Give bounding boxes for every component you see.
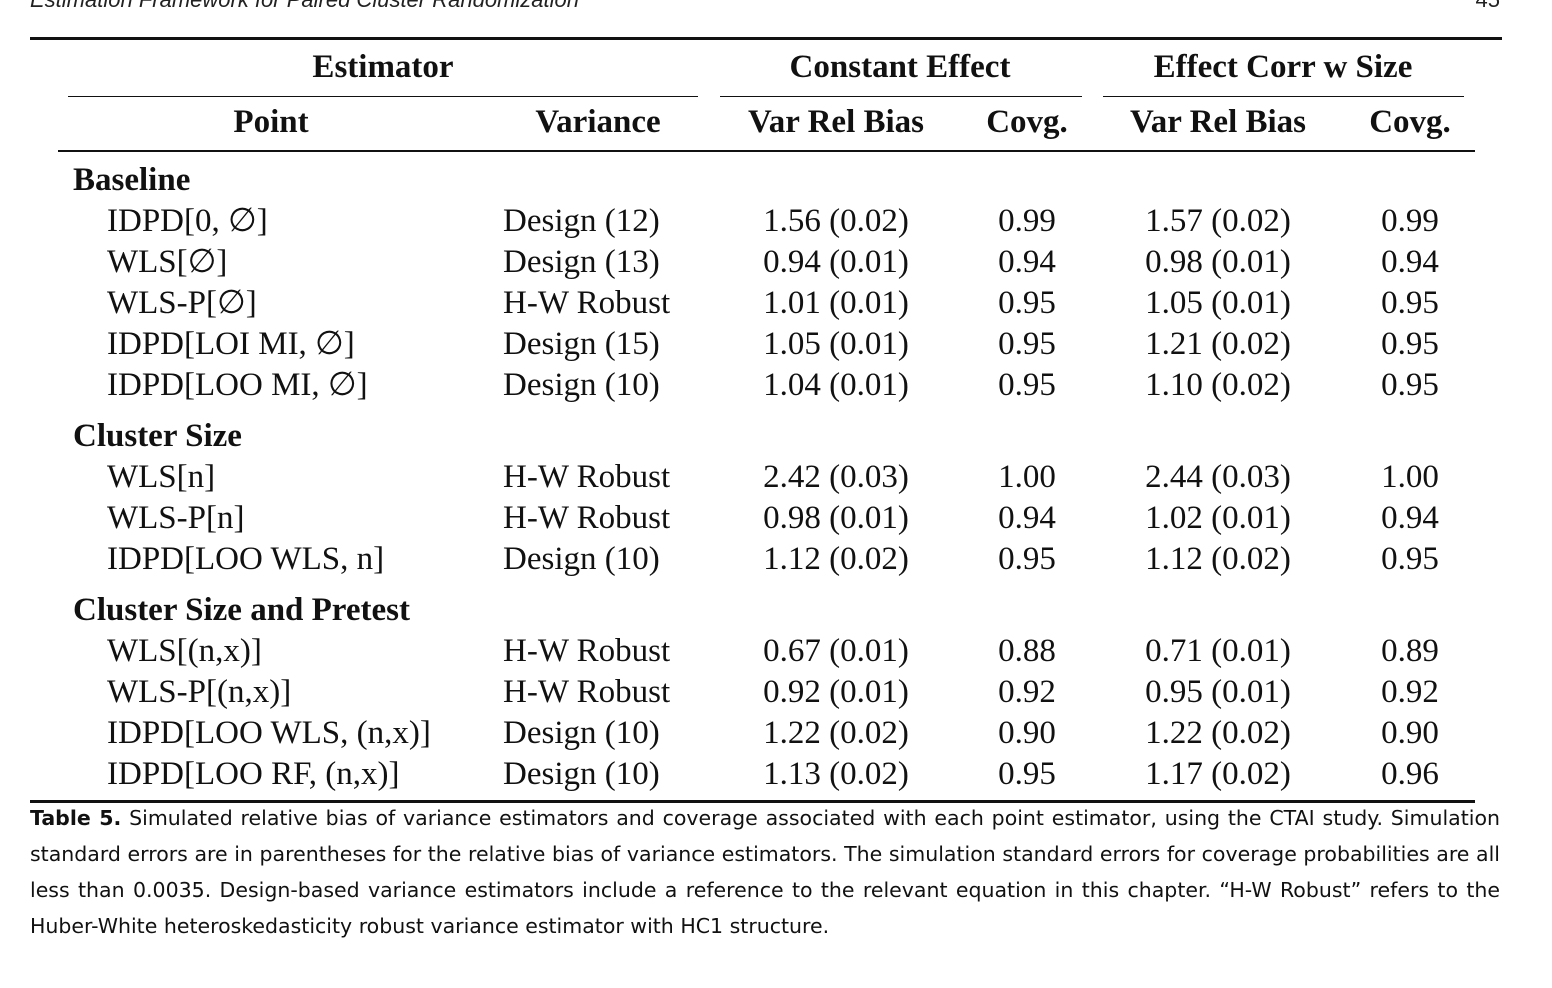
table-cell: Design (10): [503, 367, 660, 403]
table-cell: Design (10): [503, 715, 660, 751]
table-cell: H-W Robust: [503, 674, 671, 710]
table-cell: 0.95: [998, 285, 1056, 321]
table-cell: 0.95 (0.01): [1145, 674, 1291, 710]
table-cell: WLS-P[n]: [107, 500, 245, 536]
cmidrule: [1103, 96, 1464, 97]
table-cell: IDPD[0, ∅]: [107, 203, 268, 239]
column-header: Point: [233, 104, 309, 140]
table-cell: 1.17 (0.02): [1145, 756, 1291, 792]
table-cell: 0.92: [998, 674, 1056, 710]
table-cell: 0.95: [998, 756, 1056, 792]
table-cell: WLS[n]: [107, 459, 216, 495]
table-cell: Design (10): [503, 756, 660, 792]
table-cell: 0.95: [1381, 285, 1439, 321]
column-header: Variance: [535, 104, 661, 140]
table-cell: 0.95: [998, 326, 1056, 362]
table-cell: 0.90: [1381, 715, 1439, 751]
table-cell: 1.00: [998, 459, 1056, 495]
bottom-rule: [30, 800, 1475, 803]
table-cell: 1.05 (0.01): [763, 326, 909, 362]
table-cell: 0.94: [1381, 244, 1439, 280]
table-cell: 0.95: [1381, 326, 1439, 362]
table-cell: Design (12): [503, 203, 660, 239]
column-header: Covg.: [986, 104, 1068, 140]
table-cell: 2.44 (0.03): [1145, 459, 1291, 495]
table-cell: 0.95: [1381, 367, 1439, 403]
cmidrule: [68, 96, 698, 97]
table-cell: 1.57 (0.02): [1145, 203, 1291, 239]
mid-rule: [58, 150, 1475, 152]
table-cell: 1.21 (0.02): [1145, 326, 1291, 362]
table-cell: 0.92 (0.01): [763, 674, 909, 710]
table-cell: WLS[(n,x)]: [107, 633, 262, 669]
table-cell: 1.12 (0.02): [763, 541, 909, 577]
caption-label: Table 5.: [30, 806, 122, 830]
table-cell: 1.04 (0.01): [763, 367, 909, 403]
table-cell: 0.95: [998, 367, 1056, 403]
table-cell: 0.99: [1381, 203, 1439, 239]
section-label: Baseline: [73, 162, 191, 198]
group-header: Estimator: [312, 49, 454, 85]
table-cell: 0.92: [1381, 674, 1439, 710]
table-cell: IDPD[LOO WLS, (n,x)]: [107, 715, 431, 751]
group-header: Constant Effect: [789, 49, 1011, 85]
column-header: Var Rel Bias: [1129, 104, 1307, 140]
table-cell: 1.02 (0.01): [1145, 500, 1291, 536]
caption: Table 5. Simulated relative bias of vari…: [30, 800, 1500, 944]
table-cell: H-W Robust: [503, 459, 671, 495]
table-cell: 0.95: [998, 541, 1056, 577]
column-header: Covg.: [1369, 104, 1451, 140]
table-cell: 1.22 (0.02): [763, 715, 909, 751]
table-cell: 0.94: [998, 500, 1056, 536]
table-cell: 0.95: [1381, 541, 1439, 577]
table-cell: 0.90: [998, 715, 1056, 751]
cmidrule: [720, 96, 1082, 97]
table-cell: 1.01 (0.01): [763, 285, 909, 321]
table-cell: 2.42 (0.03): [763, 459, 909, 495]
table-cell: 1.13 (0.02): [763, 756, 909, 792]
table-cell: 1.10 (0.02): [1145, 367, 1291, 403]
group-header: Effect Corr w Size: [1153, 49, 1413, 85]
table-cell: Design (10): [503, 541, 660, 577]
table-cell: 0.98 (0.01): [1145, 244, 1291, 280]
table-cell: WLS-P[∅]: [107, 285, 257, 321]
table-cell: 0.94: [1381, 500, 1439, 536]
column-header: Var Rel Bias: [747, 104, 925, 140]
table-cell: 0.71 (0.01): [1145, 633, 1291, 669]
table-cell: 0.67 (0.01): [763, 633, 909, 669]
table-cell: H-W Robust: [503, 633, 671, 669]
table-cell: 0.94: [998, 244, 1056, 280]
table-cell: 0.98 (0.01): [763, 500, 909, 536]
table-cell: IDPD[LOO RF, (n,x)]: [107, 756, 400, 792]
table-cell: 1.22 (0.02): [1145, 715, 1291, 751]
table-cell: Design (13): [503, 244, 660, 280]
table-cell: Design (15): [503, 326, 660, 362]
section-label: Cluster Size and Pretest: [73, 592, 410, 628]
table-cell: H-W Robust: [503, 285, 671, 321]
table-cell: 1.00: [1381, 459, 1439, 495]
section-label: Cluster Size: [73, 418, 242, 454]
table-cell: 0.89: [1381, 633, 1439, 669]
table-cell: WLS[∅]: [107, 244, 228, 280]
table-cell: 0.99: [998, 203, 1056, 239]
caption-text: Simulated relative bias of variance esti…: [30, 806, 1500, 938]
table-cell: 1.56 (0.02): [763, 203, 909, 239]
table-cell: IDPD[LOO MI, ∅]: [107, 367, 368, 403]
top-rule: [30, 37, 1502, 40]
table-cell: IDPD[LOI MI, ∅]: [107, 326, 355, 362]
table-cell: 0.88: [998, 633, 1056, 669]
running-title: Estimation Framework for Paired Cluster …: [30, 0, 579, 14]
table-cell: 1.05 (0.01): [1145, 285, 1291, 321]
table-cell: WLS-P[(n,x)]: [107, 674, 292, 710]
table-cell: IDPD[LOO WLS, n]: [107, 541, 385, 577]
page-number: 45: [1476, 0, 1500, 14]
table-cell: 0.96: [1381, 756, 1439, 792]
table-cell: 1.12 (0.02): [1145, 541, 1291, 577]
table-cell: H-W Robust: [503, 500, 671, 536]
table-cell: 0.94 (0.01): [763, 244, 909, 280]
